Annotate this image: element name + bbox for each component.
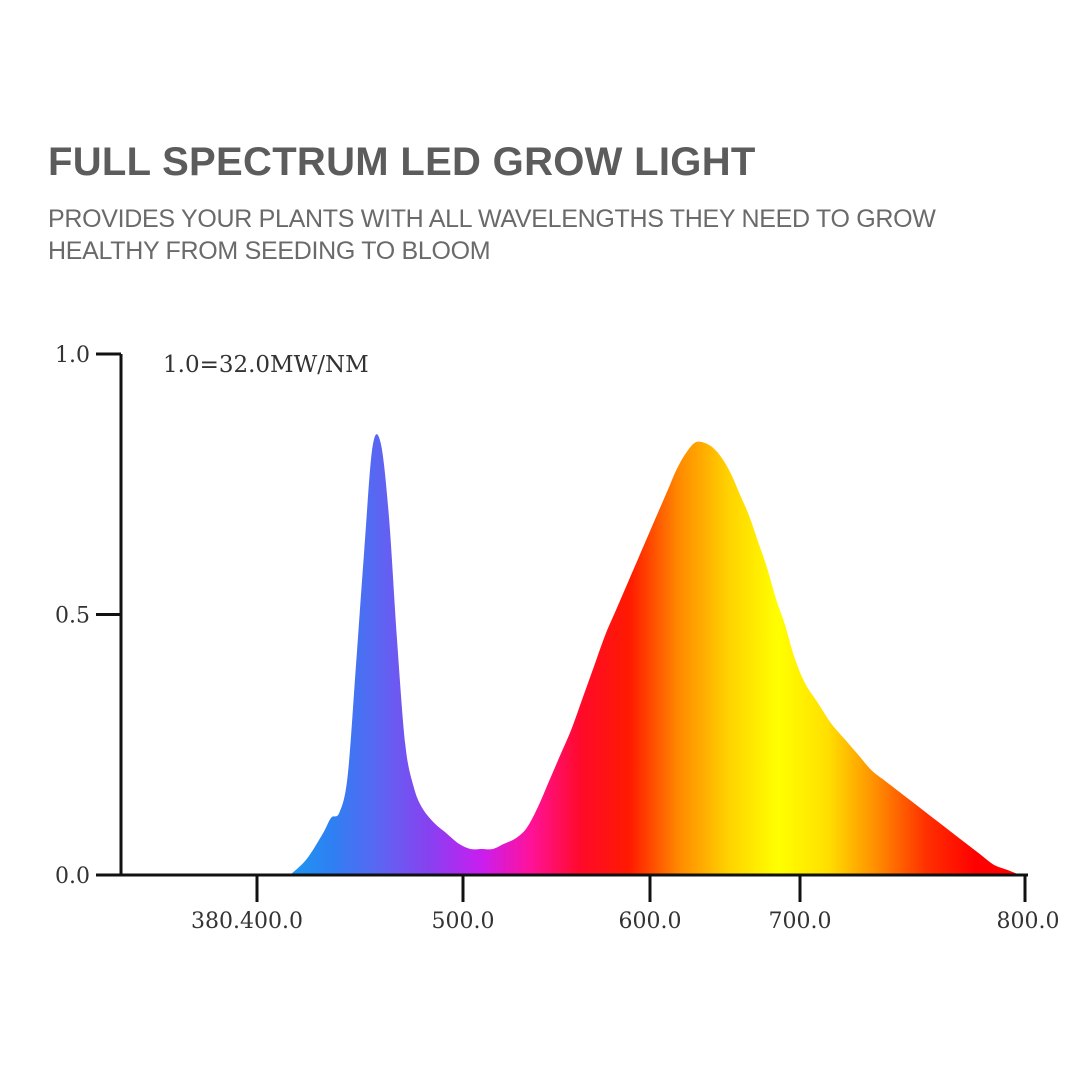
x-axis-ticks: 380.400.0 500.0 600.0 700.0 800.0 — [191, 875, 1059, 934]
x-tick-label: 700.0 — [769, 909, 832, 934]
y-tick-label: 0.0 — [55, 864, 90, 889]
x-tick-label: 800.0 — [997, 909, 1060, 934]
x-tick-label: 500.0 — [432, 909, 495, 934]
x-tick-label: 600.0 — [619, 909, 682, 934]
y-tick-label: 0.5 — [55, 604, 90, 629]
y-axis-ticks: 1.0 0.5 0.0 — [55, 343, 121, 889]
spectrum-area — [289, 434, 1026, 875]
irradiance-scale-note: 1.0=32.0MW/NM — [163, 352, 369, 378]
chart-title: FULL SPECTRUM LED GROW LIGHT — [48, 140, 756, 184]
chart-subtitle: PROVIDES YOUR PLANTS WITH ALL WAVELENGTH… — [48, 205, 936, 265]
x-tick-label: 380.400.0 — [191, 909, 303, 934]
y-tick-label: 1.0 — [55, 343, 90, 368]
